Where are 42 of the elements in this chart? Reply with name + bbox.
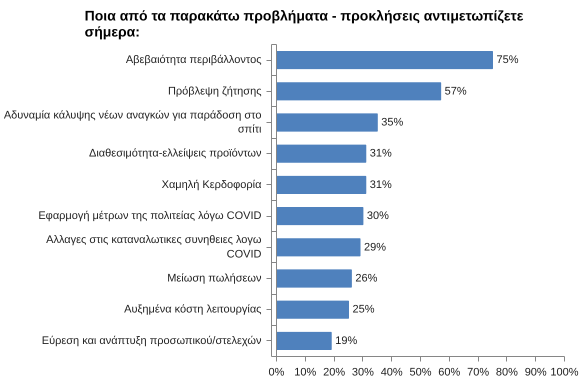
x-tick-label: 90%: [524, 366, 547, 378]
bar: [276, 269, 352, 288]
y-tick-label: Πρόβλεψη ζήτησης: [168, 85, 262, 98]
data-label: 30%: [366, 210, 390, 222]
bar: [276, 51, 493, 70]
data-label: 75%: [496, 54, 519, 66]
x-tick-label: 100%: [550, 366, 579, 378]
data-label: 31%: [370, 148, 392, 160]
data-label: 19%: [335, 334, 358, 347]
y-tick-label: Εφαρμογή μέτρων της πολιτείας λόγω COVID: [38, 210, 262, 222]
x-tick-label: 0%: [268, 366, 285, 378]
bar: [276, 113, 378, 132]
x-tick-label: 70%: [467, 366, 490, 378]
bar: [276, 238, 361, 256]
y-tick-label: Μείωση πωλήσεων: [167, 272, 262, 284]
y-tick-label: Αυξημένα κόστη λειτουργίας: [124, 304, 262, 316]
data-label: 25%: [352, 304, 375, 316]
y-tick-label: Αβεβαιότητα περιβάλλοντος: [126, 54, 262, 66]
x-tick-label: 30%: [352, 366, 374, 378]
x-tick-label: 10%: [294, 366, 317, 378]
y-tick-label: Διαθεσιμότητα-ελλείψεις προϊόντων: [89, 148, 262, 160]
x-tick-label: 50%: [409, 366, 432, 378]
data-label: 31%: [370, 178, 392, 191]
data-label: 57%: [444, 85, 467, 98]
y-tick-label: Εύρεση και ανάπτυξη προσωπικού/στελεχών: [42, 334, 262, 347]
bar: [276, 144, 366, 163]
y-tick-label: Χαμηλή Κερδοφορία: [162, 178, 262, 191]
data-label: 26%: [355, 272, 378, 284]
bar: [276, 207, 364, 226]
x-tick-label: 60%: [438, 366, 461, 378]
x-tick-label: 80%: [496, 366, 518, 378]
data-label: 35%: [381, 116, 404, 128]
bar: [276, 176, 366, 194]
data-label: 29%: [364, 241, 386, 254]
chart-title: Ποια από τα παρακάτω προβλήματα - προκλήσεις αντιμετωπίζετε σήμερα:: [84, 8, 524, 40]
bar: [276, 332, 332, 350]
x-tick-label: 20%: [323, 366, 346, 378]
bar: [276, 82, 442, 100]
y-tick-label: Αδυναμία κάλυψης νέων αναγκών για παράδοση στο σπίτι: [4, 109, 262, 136]
y-tick-label: Αλλαγες στις καταναλωτικες συνηθειες λογω COVID: [46, 234, 262, 260]
x-tick-label: 40%: [380, 366, 403, 378]
bar: [276, 300, 349, 319]
